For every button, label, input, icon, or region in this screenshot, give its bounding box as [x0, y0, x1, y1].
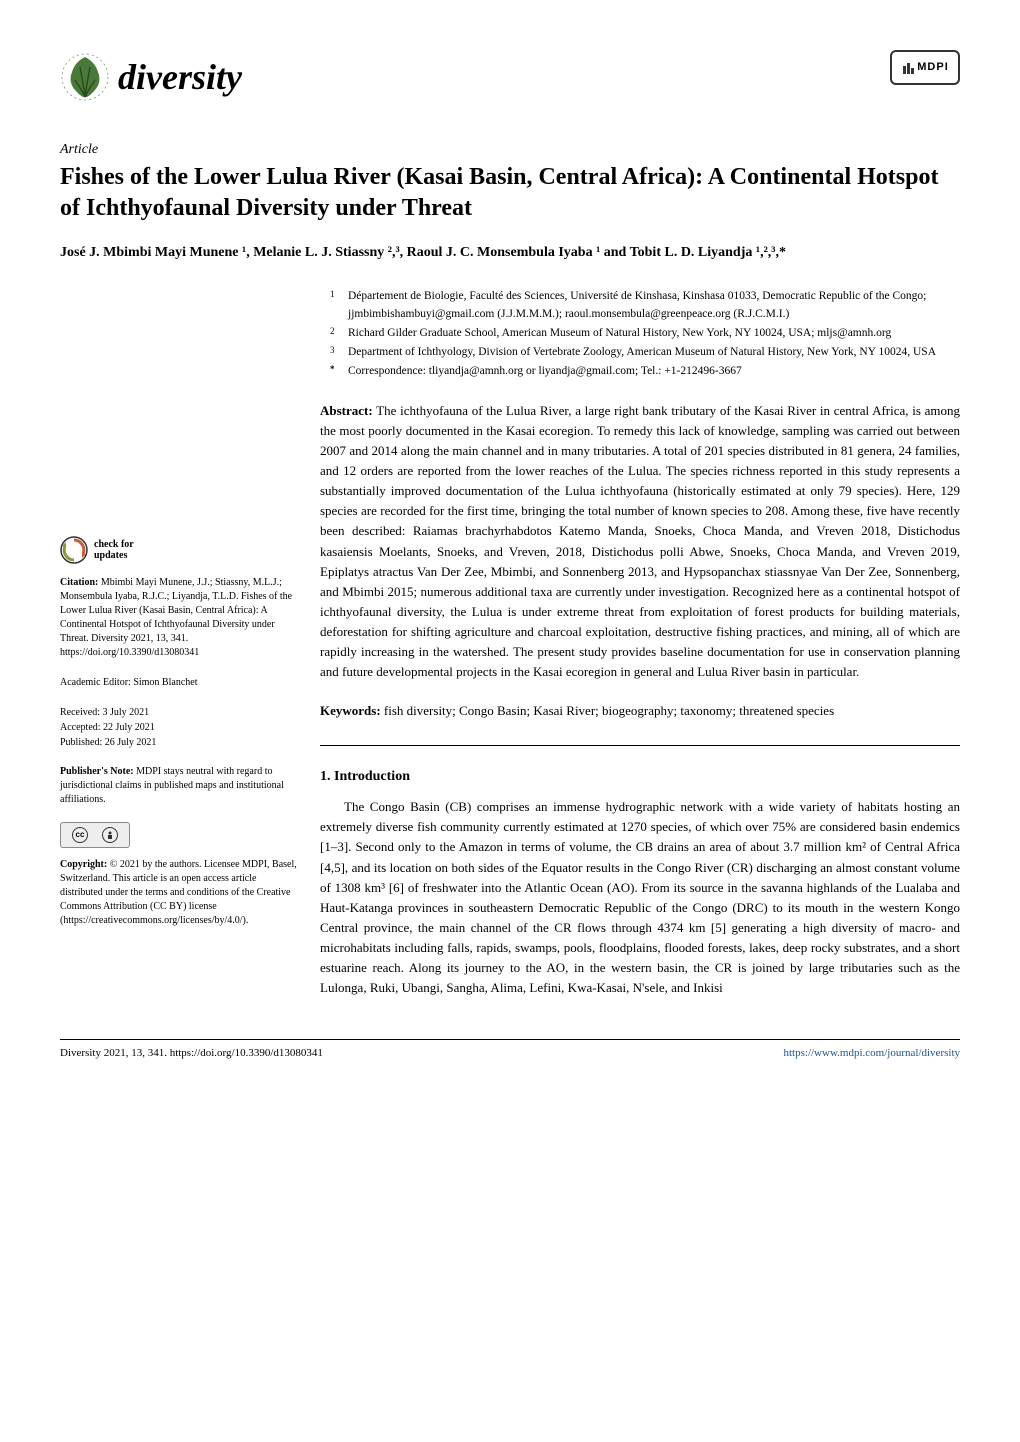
journal-name: diversity	[118, 50, 242, 104]
citation-block: Citation: Mbimbi Mayi Munene, J.J.; Stia…	[60, 576, 300, 660]
published-date: 26 July 2021	[105, 737, 157, 748]
accepted-row: Accepted: 22 July 2021	[60, 720, 300, 735]
affiliation-num: *	[330, 363, 348, 380]
affiliation-text: Correspondence: tliyandja@amnh.org or li…	[348, 363, 960, 380]
mdpi-logo: MDPI	[890, 50, 960, 85]
affiliation-text: Richard Gilder Graduate School, American…	[348, 325, 960, 342]
publishers-note-block: Publisher's Note: MDPI stays neutral wit…	[60, 765, 300, 807]
by-icon	[102, 827, 118, 843]
received-label: Received:	[60, 707, 100, 718]
mdpi-icon	[901, 60, 917, 76]
header-row: diversity MDPI	[60, 50, 960, 104]
keywords: Keywords: fish diversity; Congo Basin; K…	[320, 701, 960, 721]
footer-left: Diversity 2021, 13, 341. https://doi.org…	[60, 1045, 323, 1062]
cc-license-logo-row: cc	[60, 822, 300, 848]
footer-right-link[interactable]: https://www.mdpi.com/journal/diversity	[784, 1045, 961, 1062]
affiliation-text: Département de Biologie, Faculté des Sci…	[348, 288, 960, 323]
citation-text: Mbimbi Mayi Munene, J.J.; Stiassny, M.L.…	[60, 577, 292, 658]
abstract: Abstract: The ichthyofauna of the Lulua …	[320, 401, 960, 683]
section-heading: 1. Introduction	[320, 766, 960, 787]
citation-label: Citation:	[60, 577, 98, 588]
abstract-label: Abstract:	[320, 403, 373, 418]
affiliation-num: 1	[330, 288, 348, 323]
footer: Diversity 2021, 13, 341. https://doi.org…	[60, 1039, 960, 1062]
abstract-text: The ichthyofauna of the Lulua River, a l…	[320, 403, 960, 680]
keywords-label: Keywords:	[320, 703, 381, 718]
received-date: 3 July 2021	[102, 707, 149, 718]
cc-icon: cc	[72, 827, 88, 843]
affiliation-item: 1 Département de Biologie, Faculté des S…	[330, 288, 960, 323]
published-label: Published:	[60, 737, 102, 748]
keywords-text: fish diversity; Congo Basin; Kasai River…	[384, 703, 834, 718]
check-updates-icon	[60, 536, 88, 564]
editor-block: Academic Editor: Simon Blanchet	[60, 675, 300, 690]
article-title: Fishes of the Lower Lulua River (Kasai B…	[60, 162, 960, 224]
body-columns: check for updates Citation: Mbimbi Mayi …	[60, 401, 960, 999]
affiliations-block: 1 Département de Biologie, Faculté des S…	[330, 288, 960, 380]
affiliation-item: 3 Department of Ichthyology, Division of…	[330, 344, 960, 361]
check-updates-badge[interactable]: check for updates	[60, 536, 300, 564]
publishers-note-label: Publisher's Note:	[60, 766, 134, 777]
authors-list: José J. Mbimbi Mayi Munene ¹, Melanie L.…	[60, 242, 960, 263]
affiliation-num: 3	[330, 344, 348, 361]
mdpi-text: MDPI	[917, 59, 949, 76]
article-type: Article	[60, 139, 960, 160]
section-divider	[320, 745, 960, 746]
diversity-logo-icon	[60, 52, 110, 102]
affiliation-item: 2 Richard Gilder Graduate School, Americ…	[330, 325, 960, 342]
received-row: Received: 3 July 2021	[60, 705, 300, 720]
accepted-date: 22 July 2021	[103, 722, 155, 733]
affiliation-item: * Correspondence: tliyandja@amnh.org or …	[330, 363, 960, 380]
affiliation-text: Department of Ichthyology, Division of V…	[348, 344, 960, 361]
sidebar: check for updates Citation: Mbimbi Mayi …	[60, 401, 300, 999]
editor-label: Academic Editor:	[60, 677, 131, 688]
copyright-label: Copyright:	[60, 859, 107, 870]
body-paragraph: The Congo Basin (CB) comprises an immens…	[320, 797, 960, 998]
dates-block: Received: 3 July 2021 Accepted: 22 July …	[60, 705, 300, 750]
affiliation-num: 2	[330, 325, 348, 342]
check-updates-text: check for updates	[94, 539, 134, 561]
published-row: Published: 26 July 2021	[60, 735, 300, 750]
accepted-label: Accepted:	[60, 722, 101, 733]
main-content: Abstract: The ichthyofauna of the Lulua …	[320, 401, 960, 999]
copyright-block: Copyright: © 2021 by the authors. Licens…	[60, 858, 300, 928]
editor-name: Simon Blanchet	[133, 677, 197, 688]
journal-logo: diversity	[60, 50, 242, 104]
cc-license-badge[interactable]: cc	[60, 822, 130, 848]
